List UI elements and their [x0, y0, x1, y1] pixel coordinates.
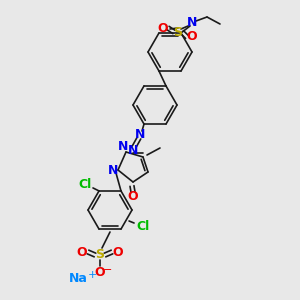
Text: O: O: [95, 266, 105, 278]
Text: O: O: [113, 245, 123, 259]
Text: N: N: [108, 164, 118, 176]
Text: O: O: [128, 190, 138, 203]
Text: Cl: Cl: [136, 220, 150, 232]
Text: N: N: [128, 143, 138, 157]
Text: N: N: [135, 128, 145, 142]
Text: O: O: [158, 22, 168, 34]
Text: S: S: [95, 248, 104, 262]
Text: O: O: [77, 245, 87, 259]
Text: N: N: [187, 16, 197, 28]
Text: −: −: [103, 265, 113, 275]
Text: +: +: [87, 270, 97, 280]
Text: S: S: [173, 26, 182, 38]
Text: Na: Na: [69, 272, 87, 284]
Text: O: O: [187, 31, 197, 44]
Text: N: N: [118, 140, 128, 154]
Text: Cl: Cl: [78, 178, 92, 191]
